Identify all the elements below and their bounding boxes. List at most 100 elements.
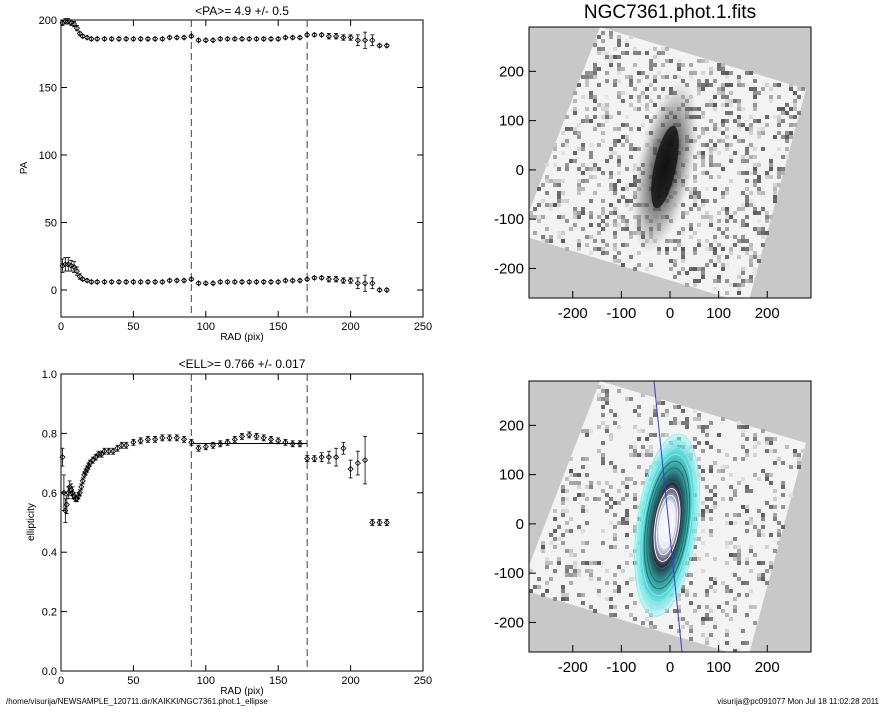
noise-pixel — [549, 203, 553, 207]
noise-pixel — [629, 593, 633, 597]
noise-pixel — [753, 553, 757, 557]
ell-y-tick-label: 0.0 — [42, 666, 57, 678]
noise-pixel — [745, 505, 749, 509]
pa-y-axis-label: PA — [19, 161, 30, 174]
noise-pixel — [753, 183, 757, 187]
ell-data-point — [110, 448, 117, 455]
noise-pixel — [761, 87, 765, 91]
noise-pixel — [537, 577, 541, 581]
noise-pixel — [609, 545, 613, 549]
noise-pixel — [769, 167, 773, 171]
noise-pixel — [693, 191, 697, 195]
noise-pixel — [777, 521, 781, 525]
noise-pixel — [793, 115, 797, 119]
noise-pixel — [681, 259, 685, 263]
noise-pixel — [793, 449, 797, 453]
noise-pixel — [605, 429, 609, 433]
noise-pixel — [553, 569, 557, 573]
pa-x-axis-label: RAD (pix) — [220, 332, 263, 343]
noise-pixel — [741, 219, 745, 223]
noise-pixel — [769, 437, 773, 441]
noise-pixel — [757, 119, 761, 123]
noise-pixel — [625, 223, 629, 227]
noise-pixel — [605, 493, 609, 497]
noise-pixel — [609, 183, 613, 187]
noise-pixel — [689, 601, 693, 605]
noise-pixel — [733, 605, 737, 609]
noise-pixel — [737, 561, 741, 565]
noise-pixel — [729, 617, 733, 621]
noise-pixel — [621, 99, 625, 103]
noise-pixel — [561, 143, 565, 147]
noise-pixel — [577, 569, 581, 573]
noise-pixel — [613, 573, 617, 577]
noise-pixel — [693, 163, 697, 167]
noise-pixel — [733, 235, 737, 239]
noise-pixel — [673, 247, 677, 251]
noise-pixel — [697, 223, 701, 227]
noise-pixel — [577, 187, 581, 191]
noise-pixel — [553, 529, 557, 533]
noise-pixel — [593, 71, 597, 75]
pa-data-point — [152, 35, 159, 42]
noise-pixel — [621, 67, 625, 71]
noise-pixel — [697, 87, 701, 91]
noise-pixel — [701, 569, 705, 573]
noise-pixel — [693, 417, 697, 421]
noise-pixel — [761, 207, 765, 211]
ell-data-point — [376, 519, 383, 526]
noise-pixel — [621, 497, 625, 501]
noise-pixel — [741, 207, 745, 211]
isophote-fill — [634, 433, 700, 617]
noise-pixel — [625, 605, 629, 609]
noise-pixel — [585, 71, 589, 75]
noise-pixel — [537, 187, 541, 191]
noise-pixel — [745, 489, 749, 493]
noise-pixel — [633, 163, 637, 167]
noise-pixel — [737, 99, 741, 103]
noise-pixel — [581, 171, 585, 175]
noise-pixel — [689, 187, 693, 191]
noise-pixel — [617, 79, 621, 83]
noise-pixel — [741, 457, 745, 461]
pa-data-point — [289, 34, 296, 41]
noise-pixel — [649, 83, 653, 87]
noise-pixel — [725, 513, 729, 517]
noise-pixel — [697, 191, 701, 195]
noise-pixel — [689, 207, 693, 211]
noise-pixel — [609, 613, 613, 617]
noise-pixel — [601, 227, 605, 231]
noise-pixel — [573, 107, 577, 111]
img1-y-tick-label: -100 — [494, 211, 524, 228]
noise-pixel — [621, 91, 625, 95]
noise-pixel — [753, 211, 757, 215]
pa-x-tick-label: 50 — [127, 321, 139, 333]
noise-pixel — [757, 529, 761, 533]
pa-data-point — [137, 35, 144, 42]
img1-y-tick-label: 100 — [499, 113, 524, 130]
noise-pixel — [717, 469, 721, 473]
noise-pixel — [545, 589, 549, 593]
noise-pixel — [737, 421, 741, 425]
noise-pixel — [569, 529, 573, 533]
noise-pixel — [685, 593, 689, 597]
noise-pixel — [669, 421, 673, 425]
noise-pixel — [649, 449, 653, 453]
noise-pixel — [725, 147, 729, 151]
noise-pixel — [617, 39, 621, 43]
noise-pixel — [601, 131, 605, 135]
noise-pixel — [617, 585, 621, 589]
noise-pixel — [593, 609, 597, 613]
noise-pixel — [665, 409, 669, 413]
noise-pixel — [653, 47, 657, 51]
noise-pixel — [613, 207, 617, 211]
noise-pixel — [729, 143, 733, 147]
noise-pixel — [761, 127, 765, 131]
noise-pixel — [737, 139, 741, 143]
noise-pixel — [629, 553, 633, 557]
noise-pixel — [597, 143, 601, 147]
noise-pixel — [565, 139, 569, 143]
noise-pixel — [765, 581, 769, 585]
